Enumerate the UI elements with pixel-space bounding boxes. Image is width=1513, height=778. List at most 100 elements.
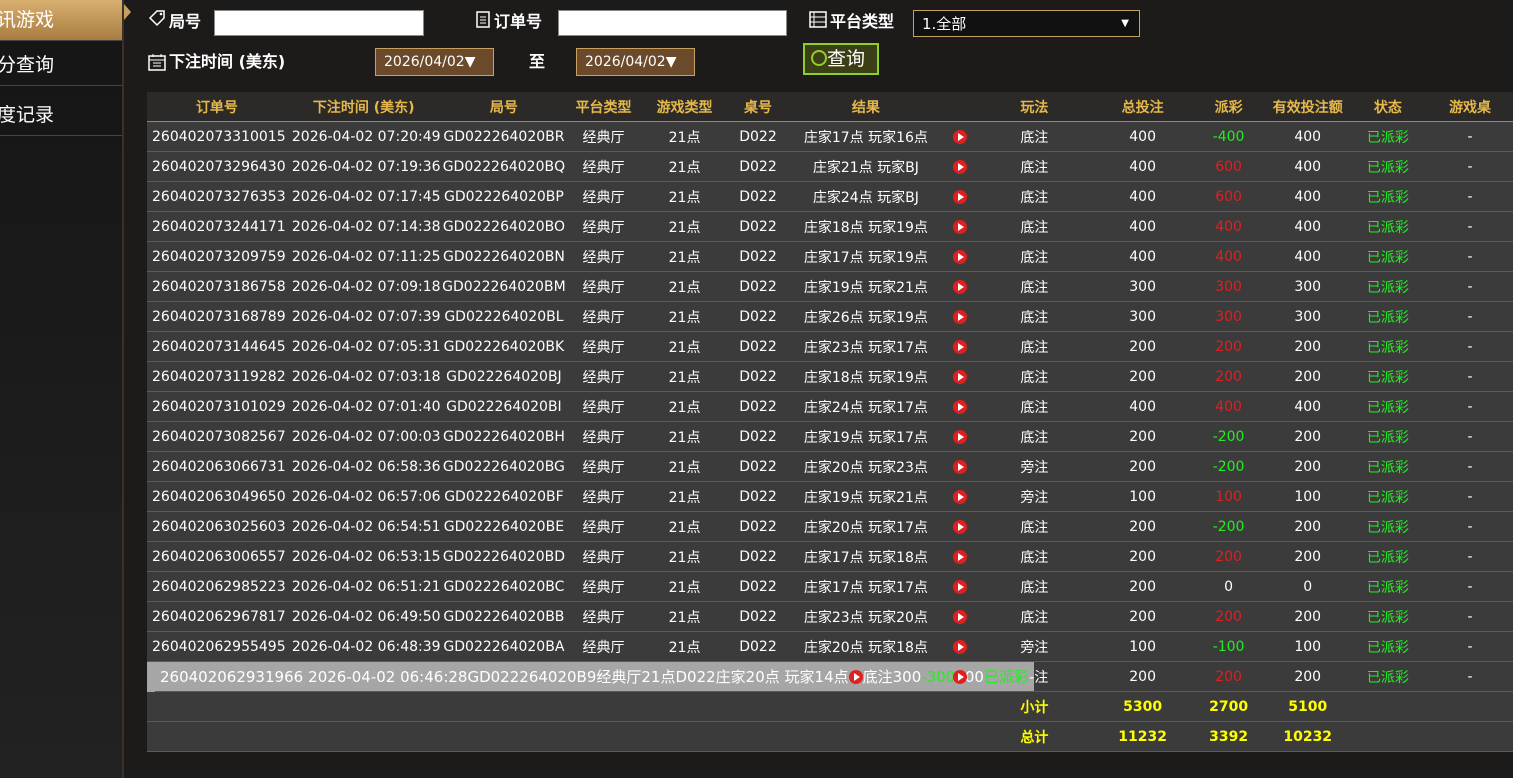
- play-button[interactable]: [952, 549, 967, 564]
- search-button[interactable]: 查询: [803, 43, 879, 75]
- cell: 0: [1266, 571, 1349, 602]
- cell: 庄家17点 玩家18点: [786, 541, 946, 572]
- cell: -: [1427, 541, 1513, 572]
- play-cell: [945, 151, 974, 182]
- row[interactable]: 260402073119282 2026-04-02 07:03:18 GD0222…: [147, 361, 1513, 392]
- play-button[interactable]: [952, 189, 967, 204]
- cell: 已派彩: [1348, 151, 1428, 182]
- row[interactable]: 260402073310015 2026-04-02 07:20:49 GD0222…: [147, 121, 1513, 152]
- menu-item[interactable]: 视讯游戏: [0, 0, 122, 41]
- cell: D022: [729, 511, 787, 542]
- row[interactable]: 260402063025603 2026-04-02 06:54:51 GD0222…: [147, 511, 1513, 542]
- play-cell: [945, 481, 974, 512]
- cell: 经典厅: [567, 121, 640, 152]
- cell: GD022264020BB: [440, 601, 568, 632]
- cell: 已派彩: [1348, 301, 1428, 332]
- play-button[interactable]: [952, 639, 967, 654]
- cell: D022: [729, 121, 787, 152]
- cell: 2026-04-02 06:51:21: [286, 571, 441, 602]
- cell: 200: [1266, 331, 1349, 362]
- row[interactable]: 260402073101029 2026-04-02 07:01:40 GD0222…: [147, 391, 1513, 422]
- caret: [124, 4, 131, 20]
- cell: 260402073244171: [147, 211, 287, 242]
- row[interactable]: 260402073082567 2026-04-02 07:00:03 GD0222…: [147, 421, 1513, 452]
- play-button[interactable]: [952, 219, 967, 234]
- cell: 已派彩: [1348, 391, 1428, 422]
- cell: 庄家20点 玩家14点: [715, 662, 849, 692]
- play-button[interactable]: [952, 249, 967, 264]
- play-button[interactable]: [952, 129, 967, 144]
- row[interactable]: 260402073276353 2026-04-02 07:17:45 GD0222…: [147, 181, 1513, 212]
- cell: 小计: [973, 691, 1095, 722]
- cell: 底注: [973, 271, 1095, 302]
- cell: 经典厅: [567, 331, 640, 362]
- menu-item[interactable]: 积分查询: [0, 45, 122, 86]
- play-button[interactable]: [952, 669, 967, 684]
- play-cell: [945, 421, 974, 452]
- play-cell: [945, 391, 974, 422]
- arrow: ▼: [1121, 18, 1129, 29]
- menu-item[interactable]: 额度记录: [0, 95, 122, 136]
- cell: 400: [1094, 181, 1191, 212]
- cell: 已派彩: [1348, 481, 1428, 512]
- cell: D022: [729, 601, 787, 632]
- row[interactable]: 260402063049650 2026-04-02 06:57:06 GD0222…: [147, 481, 1513, 512]
- cell: GD022264020BD: [440, 541, 568, 572]
- cell: GD022264020BF: [440, 481, 568, 512]
- row[interactable]: 260402062955495 2026-04-02 06:48:39 GD0222…: [147, 631, 1513, 662]
- tag-icon: [148, 10, 165, 27]
- row[interactable]: 260402073296430 2026-04-02 07:19:36 GD0222…: [147, 151, 1513, 182]
- play-button[interactable]: [952, 399, 967, 414]
- play-button[interactable]: [952, 459, 967, 474]
- cell: 底注: [973, 571, 1095, 602]
- cell: -: [1427, 331, 1513, 362]
- cell: 经典厅: [567, 631, 640, 662]
- play-button[interactable]: [952, 579, 967, 594]
- row[interactable]: 260402073144645 2026-04-02 07:05:31 GD0222…: [147, 331, 1513, 362]
- play-button[interactable]: [952, 159, 967, 174]
- play-button[interactable]: [952, 369, 967, 384]
- play-button[interactable]: [952, 609, 967, 624]
- row[interactable]: 260402062967817 2026-04-02 06:49:50 GD0222…: [147, 601, 1513, 632]
- play-button[interactable]: [952, 429, 967, 444]
- play-button[interactable]: [952, 489, 967, 504]
- row[interactable]: 260402073186758 2026-04-02 07:09:18 GD0222…: [147, 271, 1513, 302]
- row[interactable]: 260402063066731 2026-04-02 06:58:36 GD0222…: [147, 451, 1513, 482]
- play-button[interactable]: [952, 339, 967, 354]
- cell: 2026-04-02 06:48:39: [286, 631, 441, 662]
- cell: GD022264020BP: [440, 181, 568, 212]
- cell: 21点: [639, 361, 730, 392]
- cell: [1348, 691, 1513, 722]
- row[interactable]: 260402062931966 2026-04-02 06:46:28 GD0222…: [147, 662, 1035, 692]
- cell: 底注: [973, 181, 1095, 212]
- round-input[interactable]: [214, 10, 424, 36]
- cell: GD022264020BH: [440, 421, 568, 452]
- cell: 5300: [1094, 691, 1191, 722]
- row[interactable]: 260402062985223 2026-04-02 06:51:21 GD0222…: [147, 571, 1513, 602]
- play-button[interactable]: [952, 279, 967, 294]
- play-cell: [945, 181, 974, 212]
- play-button[interactable]: [952, 519, 967, 534]
- date-from[interactable]: 2026/04/02▼: [375, 48, 494, 76]
- date-to[interactable]: 2026/04/02▼: [576, 48, 695, 76]
- row[interactable]: 260402063006557 2026-04-02 06:53:15 GD0222…: [147, 541, 1513, 572]
- cell: 260402062931966: [155, 662, 304, 692]
- play-button[interactable]: [848, 670, 863, 684]
- cell: 经典厅: [567, 391, 640, 422]
- play-button[interactable]: [952, 309, 967, 324]
- subtotal-row: 小计 5300 2700 5100: [147, 691, 1513, 722]
- cell: 经典厅: [567, 151, 640, 182]
- cell: 21点: [639, 151, 730, 182]
- cell: 2026-04-02 07:00:03: [286, 421, 441, 452]
- row[interactable]: 260402073244171 2026-04-02 07:14:38 GD0222…: [147, 211, 1513, 242]
- cell: 3392: [1190, 721, 1267, 752]
- order-input[interactable]: [558, 10, 787, 36]
- cell: D022: [675, 662, 716, 692]
- cell: 200: [1266, 361, 1349, 392]
- row[interactable]: 260402073168789 2026-04-02 07:07:39 GD0222…: [147, 301, 1513, 332]
- platform-select[interactable]: 1.全部 ▼: [913, 10, 1140, 37]
- cell: 庄家26点 玩家19点: [786, 301, 946, 332]
- cell: 庄家19点 玩家17点: [786, 421, 946, 452]
- row[interactable]: 260402073209759 2026-04-02 07:11:25 GD0222…: [147, 241, 1513, 272]
- cell: 庄家17点 玩家17点: [786, 571, 946, 602]
